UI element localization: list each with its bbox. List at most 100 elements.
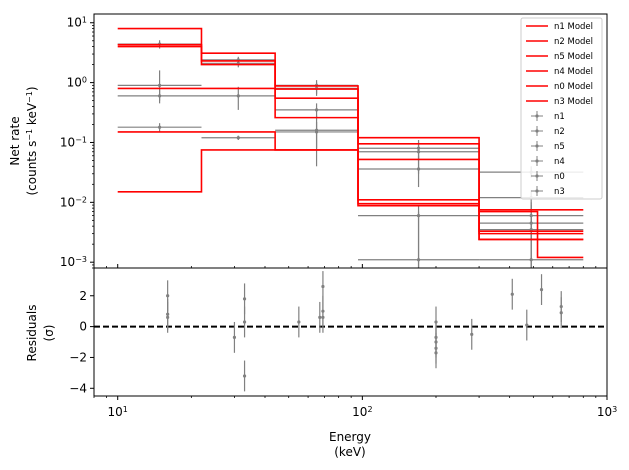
x-tick-label: 101: [108, 405, 128, 420]
legend-entry-3: n4 Model: [526, 67, 593, 77]
model-line-m3: [117, 45, 584, 232]
residual-y-tick-label: −4: [69, 381, 87, 395]
residual-marker: [242, 374, 247, 378]
residual-marker: [525, 323, 529, 327]
legend-label: n5 Model: [554, 52, 593, 62]
legend-label: n2 Model: [554, 37, 593, 47]
x-label-line2: (keV): [334, 445, 365, 459]
residual-marker: [242, 320, 247, 324]
data-point-16: [358, 211, 480, 268]
data-point-marker: [157, 125, 162, 129]
residual-points: [166, 271, 563, 392]
data-point-3: [117, 123, 202, 132]
data-point-marker: [416, 258, 421, 262]
legend-entry-5: n3 Model: [526, 97, 593, 107]
legend-label: n0 Model: [554, 82, 593, 92]
legend: n1 Model n2 Model n5 Model n4 Model n0 Model…: [520, 17, 603, 200]
legend-entry-0: n1 Model: [526, 22, 593, 32]
bottom-y-ticks: 2 0 −2 −4: [69, 289, 94, 395]
y-tick-label: 10−2: [60, 195, 87, 210]
data-point-marker: [416, 150, 421, 154]
legend-label: n4 Model: [554, 67, 593, 77]
legend-entry-11: n3: [531, 186, 565, 197]
legend-entry-10: n0: [531, 171, 565, 182]
model-line-m6: [117, 149, 584, 241]
bottom-axes-frame: [93, 267, 608, 397]
bottom-y-label-line2: (σ): [42, 325, 56, 342]
residual-marker: [318, 315, 322, 319]
legend-label: n5: [554, 142, 565, 152]
residual-point-11: [321, 301, 325, 333]
legend-label: n1 Model: [554, 22, 593, 32]
data-point-12: [275, 115, 359, 149]
data-point-23: [479, 215, 584, 268]
top-y-label-line1: Net rate: [8, 116, 22, 165]
residual-marker: [434, 351, 438, 355]
data-point-10: [275, 103, 359, 118]
residual-point-8: [318, 301, 322, 333]
legend-marker: [535, 174, 539, 178]
legend-box: [520, 17, 603, 200]
residual-y-tick-label: 0: [79, 320, 87, 334]
data-point-marker: [314, 128, 319, 132]
data-point-marker: [157, 83, 162, 87]
residual-y-tick-label: −2: [69, 350, 87, 364]
data-point-17: [358, 142, 480, 174]
bottom-panel: 2 0 −2 −4 101 102 103 Residuals (σ) Energy (k…: [25, 264, 617, 459]
residual-point-19: [525, 309, 529, 341]
residual-point-3: [232, 321, 237, 353]
residual-marker: [321, 284, 325, 289]
residual-point-5: [242, 306, 247, 338]
residual-point-16: [434, 337, 438, 369]
residual-marker: [166, 294, 170, 298]
residual-marker: [242, 297, 247, 301]
data-point-2: [117, 88, 202, 104]
y-tick-label: 10−1: [60, 135, 87, 150]
residual-point-17: [470, 318, 474, 350]
residual-point-20: [539, 274, 544, 306]
legend-marker: [535, 189, 539, 193]
residual-marker: [559, 311, 563, 315]
legend-label: n3 Model: [554, 97, 593, 107]
legend-marker: [535, 159, 539, 163]
data-point-marker: [529, 258, 533, 262]
residual-marker: [510, 292, 514, 296]
residual-marker: [297, 320, 301, 324]
legend-entry-8: n5: [531, 141, 565, 152]
legend-label: n0: [554, 172, 565, 182]
data-point-6: [201, 86, 276, 110]
residual-marker: [470, 332, 474, 336]
residual-marker: [321, 315, 325, 319]
legend-entry-6: n1: [531, 111, 565, 122]
legend-marker: [535, 144, 539, 148]
x-tick-label: 102: [352, 405, 372, 420]
data-point-marker: [236, 94, 240, 98]
top-model-layer: [117, 27, 584, 259]
residual-point-18: [510, 278, 514, 310]
residual-point-7: [297, 306, 301, 338]
residual-marker: [539, 287, 544, 292]
residual-point-2: [166, 301, 170, 333]
residual-marker: [232, 335, 237, 339]
y-tick-label: 100: [67, 75, 87, 90]
legend-label: n4: [554, 157, 565, 167]
legend-label: n3: [554, 187, 565, 197]
data-point-marker: [157, 94, 162, 98]
legend-entry-1: n2 Model: [526, 37, 593, 47]
residual-y-tick-label: 2: [79, 289, 87, 303]
data-point-marker: [314, 108, 319, 112]
residual-point-22: [559, 297, 563, 329]
legend-entry-7: n2: [531, 126, 565, 137]
y-tick-label: 101: [67, 15, 87, 30]
legend-entry-9: n4: [531, 156, 565, 167]
y-tick-label: 10−3: [60, 255, 87, 270]
legend-entry-2: n5 Model: [526, 52, 593, 62]
legend-label: n1: [554, 112, 565, 122]
bottom-y-label-line1: Residuals: [25, 305, 39, 362]
legend-label: n2: [554, 127, 565, 137]
legend-marker: [535, 129, 539, 133]
residual-marker: [166, 315, 170, 319]
legend-entry-4: n0 Model: [526, 82, 593, 92]
x-label-line1: Energy: [329, 430, 371, 444]
